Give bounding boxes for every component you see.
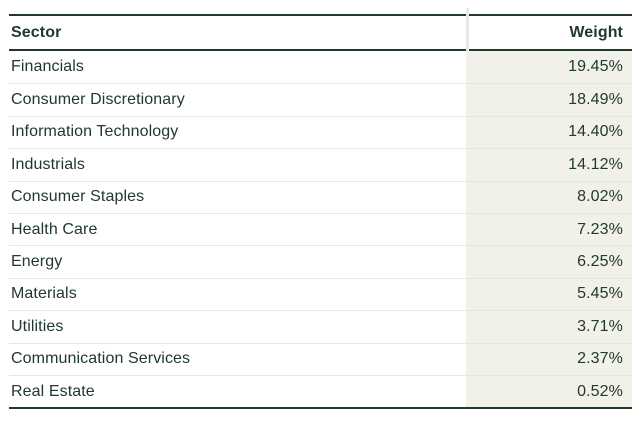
table-body: Financials 19.45% Consumer Discretionary 18… (9, 51, 632, 410)
sector-cell: Communication Services (9, 343, 466, 375)
table-header-row: Sector Weight (9, 14, 632, 51)
table-row: Industrials 14.12% (9, 148, 632, 181)
weight-cell: 8.02% (466, 181, 632, 213)
sector-cell: Financials (9, 51, 466, 84)
table-row: Utilities 3.71% (9, 310, 632, 343)
sector-cell: Consumer Discretionary (9, 84, 466, 116)
weight-cell: 5.45% (466, 278, 632, 311)
weight-cell: 3.71% (466, 311, 632, 343)
sector-cell: Utilities (9, 311, 466, 343)
weight-cell: 0.52% (466, 375, 632, 408)
sector-cell: Energy (9, 246, 466, 278)
weight-cell: 7.23% (466, 213, 632, 246)
weight-cell: 14.40% (466, 116, 632, 149)
table-row: Real Estate 0.52% (9, 374, 632, 408)
sector-cell: Real Estate (9, 375, 466, 408)
column-divider (466, 8, 469, 51)
weight-cell: 2.37% (466, 343, 632, 375)
table-row: Consumer Discretionary 18.49% (9, 83, 632, 116)
sector-cell: Health Care (9, 213, 466, 246)
sector-weight-table: Sector Weight Financials 19.45% Consumer D… (9, 8, 632, 410)
table-row: Consumer Staples 8.02% (9, 180, 632, 213)
table-row: Financials 19.45% (9, 51, 632, 84)
sector-cell: Industrials (9, 149, 466, 181)
table-row: Energy 6.25% (9, 245, 632, 278)
column-header-weight: Weight (569, 23, 623, 41)
weight-cell: 14.12% (466, 149, 632, 181)
table-row: Communication Services 2.37% (9, 342, 632, 375)
table-row: Materials 5.45% (9, 277, 632, 311)
table-row: Health Care 7.23% (9, 212, 632, 246)
weight-cell: 18.49% (466, 84, 632, 116)
weight-cell: 19.45% (466, 51, 632, 84)
sector-cell: Consumer Staples (9, 181, 466, 213)
sector-cell: Information Technology (9, 116, 466, 149)
table-row: Information Technology 14.40% (9, 115, 632, 149)
column-header-sector: Sector (11, 23, 62, 41)
weight-cell: 6.25% (466, 246, 632, 278)
sector-cell: Materials (9, 278, 466, 311)
